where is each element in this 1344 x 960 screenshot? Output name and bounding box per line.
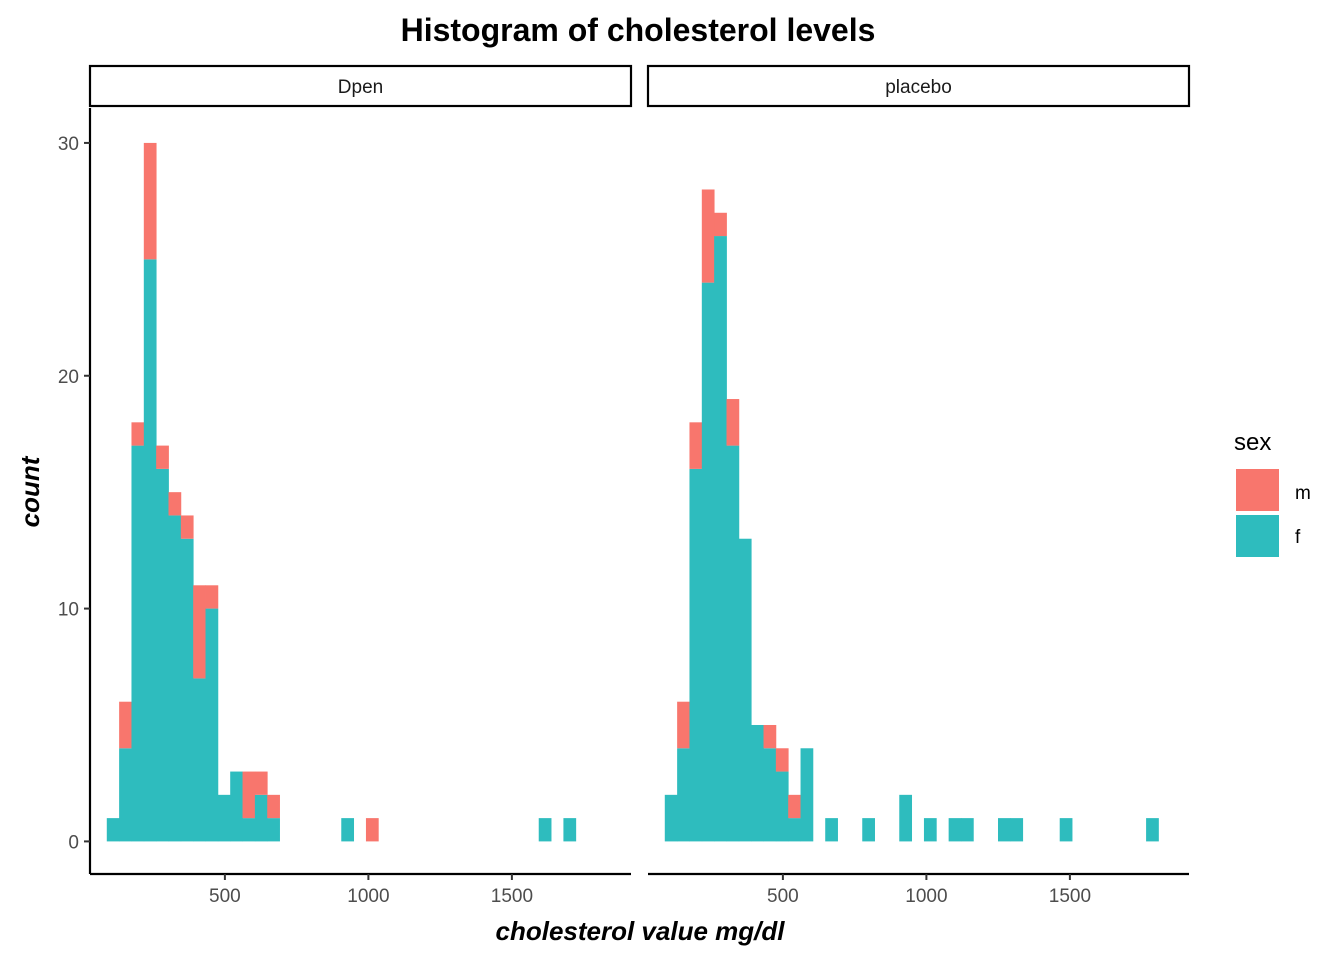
bar-placebo-f-239: [701, 282, 715, 842]
bar-placebo-f-110: [664, 794, 678, 842]
bars-placebo: [664, 189, 1159, 842]
x-tick-label-dpen-1500: 1500: [491, 886, 533, 907]
bar-dpen-f-497: [217, 794, 231, 842]
bar-dpen-m-411: [193, 585, 206, 679]
strip-placebo: [646, 64, 1191, 108]
bar-dpen-f-669: [267, 818, 280, 842]
panel-dpen: Dpen 500 1000 1500: [88, 64, 633, 907]
bar-placebo-f-368: [738, 538, 752, 842]
bar-placebo-m-454: [763, 724, 777, 749]
bar-dpen-f-540: [230, 771, 243, 842]
bar-placebo-f-798: [862, 818, 875, 842]
bar-dpen-m-239: [143, 142, 157, 260]
bar-placebo-f-282: [714, 236, 727, 842]
bar-dpen-f-282: [156, 468, 169, 842]
bar-dpen-f-368: [180, 538, 194, 842]
y-tick-label-20: 20: [58, 367, 79, 388]
x-tick-label-placebo-1000: 1000: [905, 886, 947, 907]
bar-dpen-m-583: [242, 771, 256, 819]
legend-label-f: f: [1295, 527, 1301, 548]
bar-placebo-m-196: [689, 422, 703, 469]
bar-dpen-f-411: [193, 678, 206, 842]
bar-placebo-f-669: [825, 818, 838, 842]
bar-dpen-m-325: [168, 492, 182, 516]
bar-placebo-f-1099: [948, 818, 962, 842]
strip-label-dpen: Dpen: [338, 77, 383, 98]
strip-dpen: [88, 64, 633, 108]
bar-dpen-m-1013: [365, 818, 379, 842]
bar-placebo-f-927: [899, 794, 913, 842]
bar-dpen-f-1615: [538, 818, 552, 842]
legend-title: sex: [1234, 429, 1271, 456]
bar-placebo-m-540: [788, 794, 801, 819]
bar-placebo-f-325: [726, 445, 740, 842]
x-tick-label-dpen-500: 500: [209, 886, 241, 907]
bar-placebo-f-583: [800, 748, 814, 842]
strip-label-placebo: placebo: [885, 77, 952, 98]
legend-swatch-m: [1236, 469, 1279, 511]
legend: sex m f: [1234, 429, 1311, 557]
bar-dpen-f-626: [254, 794, 268, 842]
bar-dpen-m-626: [254, 771, 268, 795]
bar-placebo-m-497: [775, 748, 789, 772]
bar-dpen-m-282: [156, 445, 169, 469]
bar-dpen-f-454: [205, 608, 219, 842]
bar-placebo-f-1271: [998, 818, 1011, 842]
bar-dpen-f-927: [341, 818, 355, 842]
bar-dpen-f-583: [242, 818, 256, 842]
bar-dpen-f-196: [131, 445, 145, 842]
bar-placebo-f-1013: [923, 818, 937, 842]
panel-placebo: placebo 500 1000 1500: [646, 64, 1191, 907]
bar-dpen-m-368: [180, 515, 194, 539]
bar-placebo-m-239: [701, 189, 715, 283]
bars-dpen: [106, 142, 577, 842]
x-tick-label-placebo-1500: 1500: [1049, 886, 1091, 907]
bar-dpen-m-669: [267, 794, 280, 819]
legend-label-m: m: [1295, 483, 1311, 504]
bar-placebo-f-1142: [960, 818, 974, 842]
bar-dpen-f-110: [106, 818, 120, 842]
bar-placebo-m-282: [714, 212, 727, 237]
bar-dpen-f-325: [168, 515, 182, 842]
legend-swatch-f: [1236, 515, 1279, 557]
bar-placebo-f-497: [775, 771, 789, 842]
bar-dpen-m-454: [205, 585, 219, 609]
bar-dpen-f-1701: [563, 818, 577, 842]
chart-title: Histogram of cholesterol levels: [401, 12, 876, 48]
x-axis-placebo: 500 1000 1500: [648, 872, 1189, 907]
y-axis-title: count: [15, 455, 45, 527]
bar-placebo-f-540: [788, 818, 801, 842]
bar-placebo-m-153: [677, 701, 690, 749]
bar-placebo-m-325: [726, 399, 740, 446]
bar-placebo-f-411: [751, 724, 764, 842]
bar-placebo-f-454: [763, 748, 777, 842]
y-tick-label-10: 10: [58, 600, 79, 621]
x-tick-label-placebo-500: 500: [767, 886, 799, 907]
bar-placebo-f-1314: [1010, 818, 1024, 842]
bar-dpen-f-153: [119, 748, 132, 842]
y-tick-label-30: 30: [58, 134, 79, 155]
y-tick-label-0: 0: [68, 832, 79, 853]
bar-placebo-f-1486: [1059, 818, 1073, 842]
bar-placebo-f-1787: [1146, 818, 1159, 842]
x-axis-title: cholesterol value mg/dl: [496, 916, 786, 946]
bar-dpen-f-239: [143, 259, 157, 842]
bar-dpen-m-196: [131, 422, 145, 446]
bar-dpen-m-153: [119, 701, 132, 749]
y-axis: 0 10 20 30: [58, 108, 92, 874]
x-axis-dpen: 500 1000 1500: [90, 872, 631, 907]
bar-placebo-f-153: [677, 748, 690, 842]
bar-placebo-f-196: [689, 468, 703, 842]
x-tick-label-dpen-1000: 1000: [347, 886, 389, 907]
